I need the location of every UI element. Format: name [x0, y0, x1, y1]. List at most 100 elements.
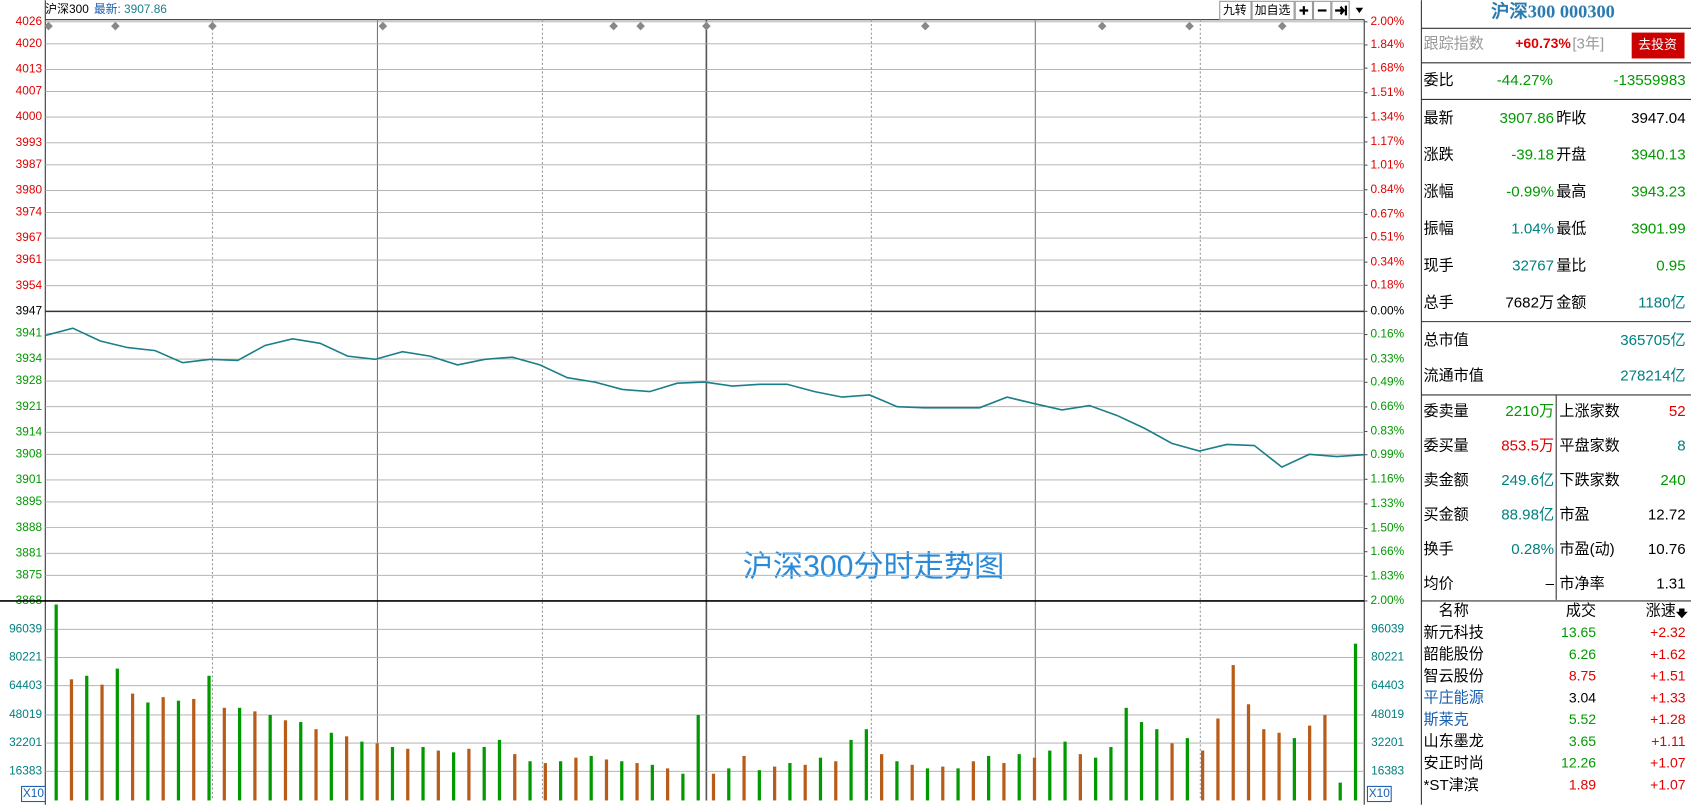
y2-tick-label: 1.50% [1370, 521, 1404, 535]
panel-text: 365705亿 [1620, 332, 1685, 349]
scale-box [1366, 785, 1392, 803]
volume-bar [237, 707, 242, 801]
y-tick-label: 4000 [16, 109, 43, 123]
y2-tick-label: 1.51% [1370, 85, 1404, 99]
panel-text: 3943.23 [1631, 184, 1686, 201]
panel-text: 2210万 [1505, 403, 1554, 420]
y-tick-label: 80221 [9, 650, 42, 664]
volume-bar [1185, 738, 1189, 801]
invest-button-label[interactable]: 去投资 [1638, 37, 1677, 52]
panel-text: 1.31 [1656, 576, 1685, 593]
y-tick-label: 4013 [16, 62, 43, 76]
invest-button[interactable] [1631, 32, 1685, 59]
panel-text: 流通市值 [1424, 368, 1484, 385]
panel-text: +1.28 [1650, 711, 1686, 727]
price-line [45, 327, 1365, 469]
volume-bar [54, 604, 58, 801]
volume-bar [1078, 754, 1082, 801]
volume-bar [620, 761, 624, 801]
volume-bar [513, 754, 517, 801]
volume-bar [1139, 722, 1144, 801]
volume-bar [467, 748, 471, 801]
volume-bar [941, 766, 945, 801]
volume-bar [360, 741, 364, 801]
y-tick-label: 3954 [16, 278, 43, 292]
button-label[interactable]: 九转 [1223, 3, 1247, 17]
panel-text: 委卖量 [1424, 403, 1469, 420]
panel-text: 12.26 [1561, 755, 1596, 771]
volume-bar [390, 747, 395, 801]
button[interactable] [1251, 0, 1295, 21]
y2-tick-label: 1.68% [1370, 60, 1404, 74]
panel-text: 7682万 [1505, 294, 1554, 311]
panel-text: 3940.13 [1631, 147, 1686, 164]
volume-bar [650, 764, 654, 801]
scale-label: X10 [1369, 786, 1391, 800]
panel-text: 买金额 [1424, 507, 1469, 524]
volume-bar [895, 761, 899, 801]
panel-text: 32767 [1512, 257, 1554, 274]
volume-bar [864, 729, 868, 801]
volume-bar [436, 750, 440, 801]
volume-bar [1292, 738, 1296, 801]
panel-text: 涨幅 [1424, 184, 1454, 201]
volume-bar [696, 714, 700, 801]
volume-bar [727, 768, 731, 801]
volume-bar [956, 768, 960, 801]
button[interactable] [1219, 0, 1252, 21]
y2-tick-label: 0.51% [1370, 230, 1404, 244]
panel-text: 5.52 [1569, 711, 1596, 727]
y2-tick-label: 0.99% [1370, 447, 1404, 461]
volume-bar [773, 766, 777, 801]
y-tick-label: 4020 [16, 36, 43, 50]
volume-bar [1216, 718, 1220, 801]
panel-text: 卖金额 [1424, 472, 1469, 489]
panel-text: 0.28% [1511, 541, 1554, 558]
volume-bar [788, 763, 792, 801]
volume-bar [1002, 763, 1006, 801]
panel-text: -39.18 [1511, 147, 1554, 164]
panel-text: *ST津滨 [1424, 777, 1479, 794]
y2-tick-label: 1.33% [1370, 496, 1404, 510]
volume-bar [406, 748, 410, 801]
panel-text: – [1546, 576, 1555, 593]
y2-tick-label: 2.00% [1370, 593, 1404, 607]
panel-text: 1180亿 [1638, 294, 1686, 311]
sort-arrow[interactable] [1675, 608, 1688, 619]
volume-bar [1063, 741, 1067, 801]
latest-value: 3907.86 [124, 2, 167, 16]
y2-tick-label: 1.01% [1370, 157, 1404, 171]
panel-text: 3.04 [1569, 689, 1596, 705]
panel-text: 涨跌 [1424, 147, 1454, 164]
y2-tick-label: 0.84% [1370, 182, 1404, 196]
y-tick-label: 3921 [16, 399, 43, 413]
y-tick-label: 4026 [16, 14, 43, 28]
volume-bar [161, 697, 165, 801]
y-tick-label: 48019 [9, 707, 42, 721]
volume-bar [589, 755, 593, 801]
volume-bar [574, 757, 578, 801]
dropdown[interactable] [1355, 7, 1364, 14]
volume-bar [130, 693, 135, 801]
toolbar-icons[interactable] [1294, 0, 1364, 21]
button-label[interactable]: 加自选 [1255, 3, 1291, 17]
panel-text: -44.27% [1497, 72, 1553, 89]
volume-bar [711, 773, 716, 801]
panel-text: 最高 [1556, 184, 1586, 201]
panel-text: [3年] [1572, 35, 1604, 52]
panel-text: 振幅 [1424, 221, 1454, 238]
volume-bar [1308, 725, 1312, 801]
panel-text: 山东墨龙 [1424, 733, 1484, 750]
y-tick-label: 3908 [16, 446, 43, 460]
panel-text: 市净率 [1559, 576, 1604, 593]
volume-bar [880, 754, 884, 801]
panel-text: 1.04% [1511, 221, 1554, 238]
panel-text: 52 [1669, 403, 1686, 420]
volume-bar [299, 722, 303, 801]
panel-text: -0.99% [1506, 184, 1554, 201]
y-tick-label: 3868 [16, 593, 43, 607]
